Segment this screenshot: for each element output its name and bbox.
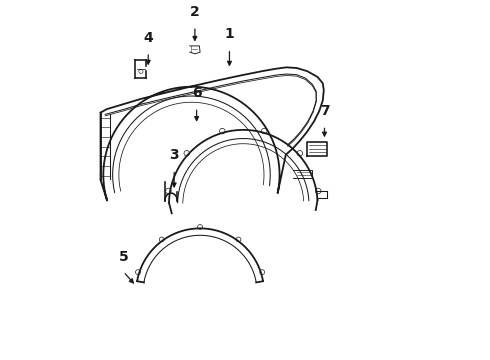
Text: 4: 4 [144,31,153,45]
Text: 6: 6 [192,86,201,100]
Text: 1: 1 [224,27,234,41]
Text: 7: 7 [319,104,329,118]
Text: 2: 2 [190,5,200,19]
Text: 3: 3 [170,148,179,162]
Text: 5: 5 [119,250,128,264]
